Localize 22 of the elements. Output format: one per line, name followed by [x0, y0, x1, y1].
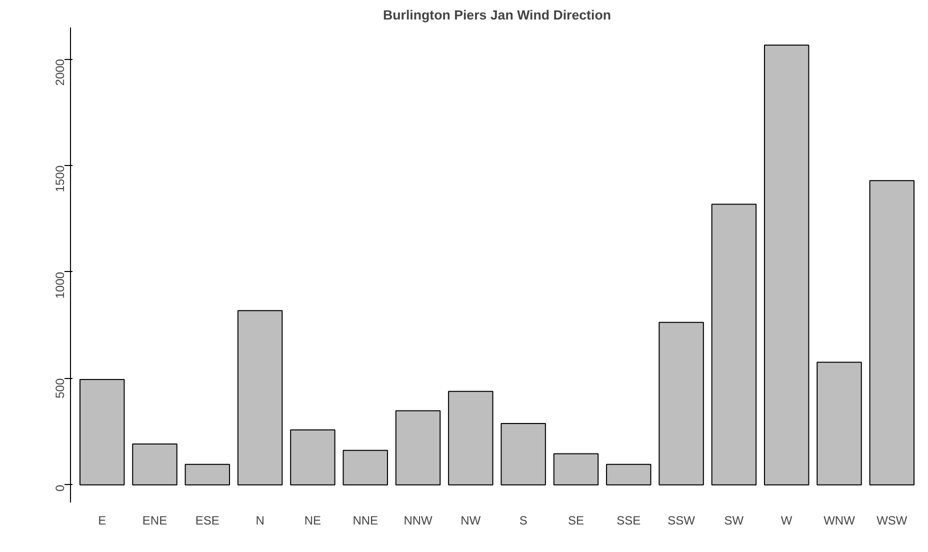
x-tick-label: SSE — [616, 514, 641, 528]
y-tick-label: 1500 — [53, 165, 67, 192]
x-tick-label: S — [519, 514, 528, 528]
x-tick-label: WSW — [876, 514, 908, 528]
x-tick-label: SE — [568, 514, 584, 528]
x-tick-label: ESE — [195, 514, 220, 528]
chart-title: Burlington Piers Jan Wind Direction — [383, 8, 611, 22]
y-tick-label: 0 — [53, 484, 67, 492]
x-tick-label: NW — [460, 514, 482, 528]
y-tick-label: 500 — [53, 378, 67, 398]
y-tick-label: 2000 — [53, 58, 67, 86]
x-tick-label: NE — [304, 514, 322, 528]
x-tick-label: WNW — [824, 514, 856, 528]
x-tick-label: W — [780, 514, 793, 528]
x-tick-label: SW — [724, 514, 744, 528]
x-tick-label: N — [256, 514, 264, 528]
y-tick-label: 1000 — [53, 272, 67, 299]
x-tick-label: ENE — [142, 514, 168, 528]
x-tick-label: NNW — [404, 514, 434, 528]
x-tick-label: SSW — [668, 514, 696, 528]
x-tick-label: E — [98, 514, 106, 528]
x-tick-label: NNE — [352, 514, 378, 528]
